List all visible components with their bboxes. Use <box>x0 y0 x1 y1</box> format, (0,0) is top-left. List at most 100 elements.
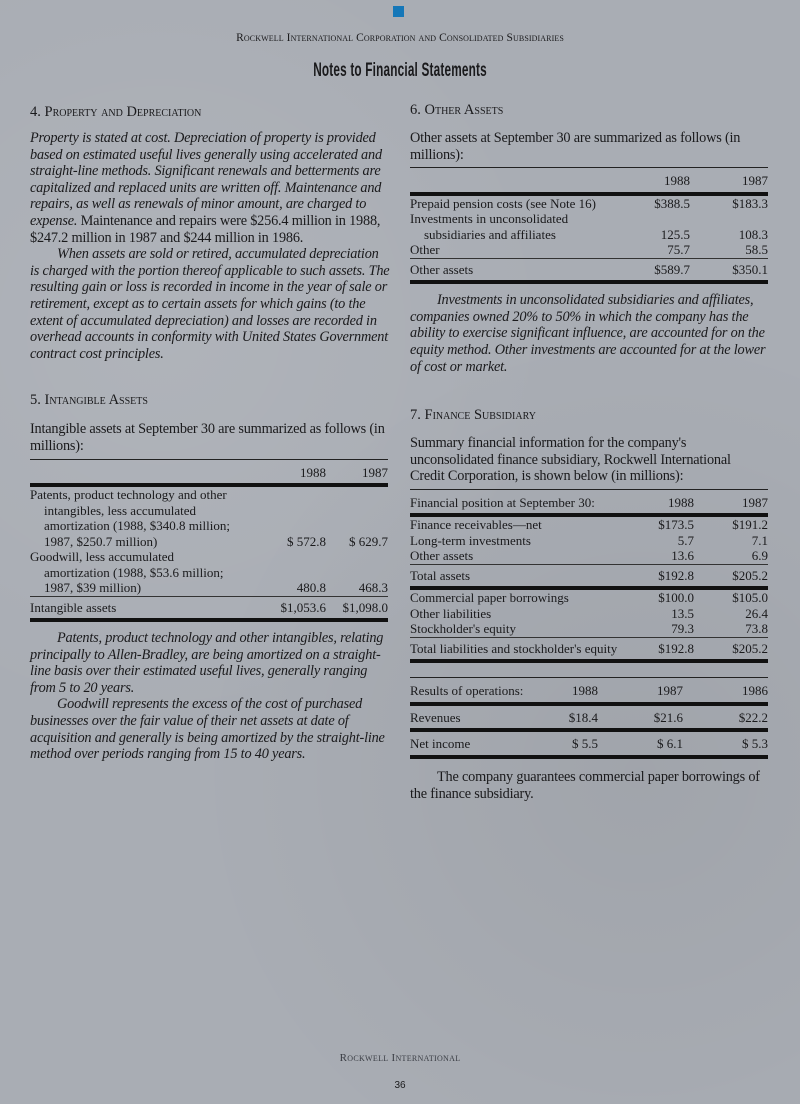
row-label: Finance receivables—net <box>410 517 542 533</box>
row-value: $350.1 <box>690 257 768 285</box>
note-4-para1: Property is stated at cost. Depreciation… <box>30 130 382 246</box>
table-row: Other liabilities 13.5 26.4 <box>410 606 768 622</box>
row-label: Prepaid pension costs (see Note 16) <box>410 195 596 211</box>
note-7: 7. Finance Subsidiary Summary financial … <box>410 407 768 802</box>
note-6-para: Investments in unconsolidated subsidiari… <box>410 292 766 375</box>
column-header-year: 1988 <box>550 677 598 706</box>
note-7-intro: Summary financial information for the co… <box>410 435 731 485</box>
column-header-label <box>30 459 256 487</box>
other-assets-table: 1988 1987 Prepaid pension costs (see Note … <box>410 167 768 285</box>
row-label: Net income <box>410 730 550 759</box>
left-column: 4. Property and Depreciation Property is… <box>30 104 390 763</box>
column-header-year: 1988 <box>256 459 326 487</box>
table-row: Goodwill, less accumulated amortization … <box>30 549 388 596</box>
note-6: 6. Other Assets Other assets at Septembe… <box>410 102 768 375</box>
note-5: 5. Intangible Assets Intangible assets a… <box>30 392 388 762</box>
row-value: $183.3 <box>732 195 768 211</box>
row-label: subsidiaries and affiliates <box>424 226 556 242</box>
row-value: $22.2 <box>683 703 768 733</box>
row-label: Investments in unconsolidated <box>410 211 569 227</box>
row-label: Intangible assets <box>30 595 256 622</box>
table-row: Prepaid pension costs (see Note 16) $388.… <box>410 194 768 212</box>
row-value: $192.8 <box>632 636 694 664</box>
table: 1988 1987 Prepaid pension costs (see Note … <box>410 167 768 285</box>
row-value: $388.5 <box>654 195 690 211</box>
note-5-heading: 5. Intangible Assets <box>30 392 148 409</box>
note-4-para2: When assets are sold or retired, accumul… <box>30 246 390 362</box>
column-header-year: 1986 <box>683 677 768 706</box>
row-value: 13.5 <box>671 605 694 621</box>
financial-position-table: Financial position at September 30: 1988 1… <box>410 488 768 664</box>
row-value: $1,098.0 <box>326 595 388 622</box>
row-label: Other assets <box>410 257 620 285</box>
row-label: Long-term investments <box>410 532 531 548</box>
table-row: Patents, product technology and other in… <box>30 485 388 549</box>
row-value: $191.2 <box>732 517 768 533</box>
note-4: 4. Property and Depreciation Property is… <box>30 104 390 362</box>
row-value: 58.5 <box>745 242 768 258</box>
row-label: Other <box>410 242 440 258</box>
intangible-assets-table: 1988 1987 Patents, product technology and … <box>30 458 388 622</box>
column-header-year: 1987 <box>690 167 768 196</box>
row-label: Goodwill, less accumulated amortization … <box>30 549 224 595</box>
column-header-year: 1987 <box>598 677 683 706</box>
row-value: 6.9 <box>751 548 768 564</box>
row-value: $21.6 <box>598 703 683 733</box>
table-header-row: Results of operations: 1988 1987 1986 <box>410 677 768 706</box>
row-value: 13.6 <box>671 548 694 564</box>
row-value: $18.4 <box>550 703 598 733</box>
row-value: 75.7 <box>667 242 690 258</box>
row-label: Stockholder's equity <box>410 621 516 637</box>
row-value: 7.1 <box>751 532 768 548</box>
logo-square <box>393 6 404 17</box>
row-label: Other liabilities <box>410 605 492 621</box>
table-header-row: 1988 1987 <box>410 167 768 196</box>
table-total-row: Total assets $192.8 $205.2 <box>410 563 768 591</box>
row-value <box>690 211 768 227</box>
table-row: Finance receivables—net $173.5 $191.2 <box>410 515 768 533</box>
column-header-year: 1987 <box>694 489 768 518</box>
row-value: 79.3 <box>671 621 694 637</box>
note-5-para2: Goodwill represents the excess of the co… <box>30 696 385 763</box>
row-label: Patents, product technology and other in… <box>30 487 230 549</box>
column-header-label: Results of operations: <box>410 677 550 706</box>
table-header-row: Financial position at September 30: 1988 1… <box>410 489 768 518</box>
column-header-label <box>410 167 620 196</box>
row-value: 5.7 <box>677 532 694 548</box>
row-value: 125.5 <box>660 226 690 242</box>
note-6-intro: Other assets at September 30 are summari… <box>410 130 741 163</box>
table-row: Commercial paper borrowings $100.0 $105.0 <box>410 588 768 606</box>
note-6-heading: 6. Other Assets <box>410 102 504 118</box>
row-value: 108.3 <box>738 226 768 242</box>
right-column: 6. Other Assets Other assets at Septembe… <box>410 102 768 802</box>
note-4-heading: 4. Property and Depreciation <box>30 104 202 120</box>
table-row: Long-term investments 5.7 7.1 <box>410 533 768 549</box>
column-header-year: 1988 <box>620 167 690 196</box>
table-row: Investments in unconsolidated <box>410 211 768 227</box>
row-value: 468.3 <box>358 580 388 595</box>
row-value: $ 629.7 <box>349 533 388 549</box>
row-label: Total liabilities and stockholder's equi… <box>410 636 632 664</box>
table-row: subsidiaries and affiliates 125.5 108.3 <box>410 227 768 243</box>
row-value: $ 572.8 <box>287 533 326 549</box>
row-value: $ 6.1 <box>598 730 683 759</box>
page-number: 36 <box>394 1080 406 1091</box>
note-5-para1: Patents, product technology and other in… <box>30 630 384 696</box>
page-title: Notes to Financial Statements <box>313 60 487 81</box>
row-value: $100.0 <box>658 590 694 606</box>
table-header-row: 1988 1987 <box>30 459 388 487</box>
row-value: $192.8 <box>632 563 694 591</box>
row-label: Commercial paper borrowings <box>410 590 569 606</box>
note-7-para: The company guarantees commercial paper … <box>410 768 760 802</box>
table-row: Net income $ 5.5 $ 6.1 $ 5.3 <box>410 730 768 759</box>
row-value: $205.2 <box>694 636 768 664</box>
results-of-operations-table: Results of operations: 1988 1987 1986 Revenu… <box>410 677 768 759</box>
table: Results of operations: 1988 1987 1986 Revenu… <box>410 677 768 759</box>
table-total-row: Other assets $589.7 $350.1 <box>410 257 768 285</box>
company-header: Rockwell International Corporation and C… <box>236 32 564 44</box>
note-7-heading: 7. Finance Subsidiary <box>410 407 536 424</box>
row-value: $1,053.6 <box>256 595 326 622</box>
row-value: $105.0 <box>732 590 768 606</box>
table-total-row: Intangible assets $1,053.6 $1,098.0 <box>30 595 388 622</box>
table-row: Other assets 13.6 6.9 <box>410 548 768 564</box>
